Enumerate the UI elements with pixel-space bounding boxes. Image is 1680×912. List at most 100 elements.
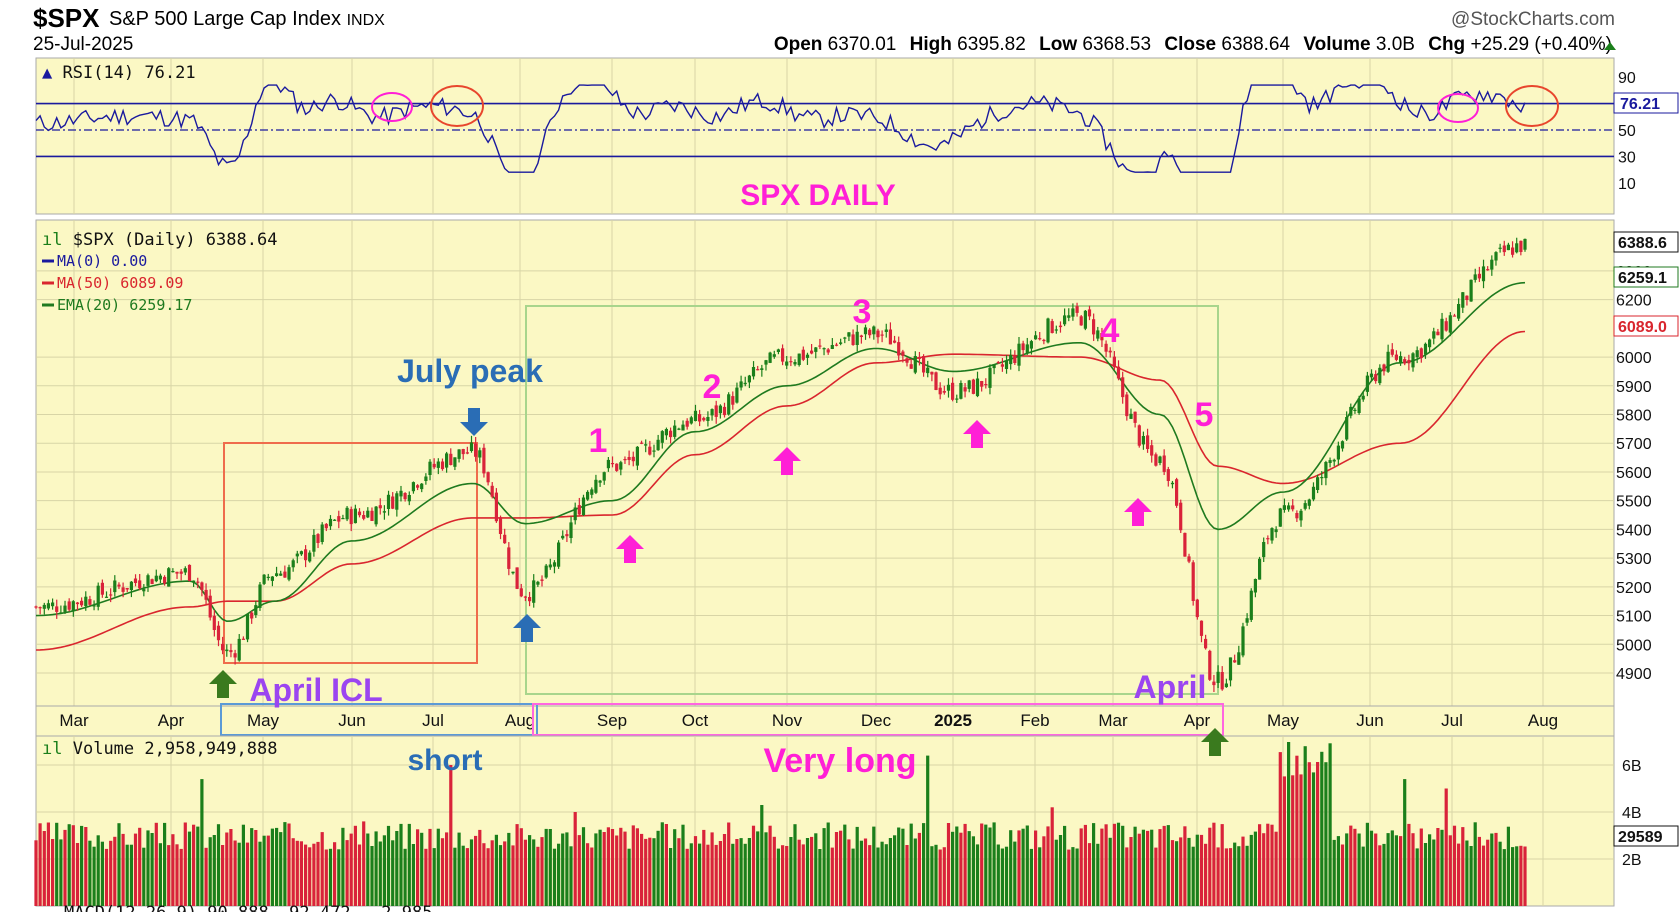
price-candle <box>1477 273 1481 279</box>
volume-bar <box>1511 847 1515 906</box>
price-candle <box>1075 306 1079 313</box>
volume-bar <box>884 844 888 906</box>
price-candle <box>125 588 129 590</box>
price-candle <box>573 507 577 521</box>
volume-bar <box>996 844 1000 906</box>
volume-bar <box>1241 836 1245 906</box>
volume-bar <box>1245 845 1249 906</box>
volume-bar <box>233 840 237 906</box>
volume-bar <box>805 838 810 906</box>
long-period-box <box>532 703 1224 736</box>
pink-arrow-sep-icon <box>616 535 644 563</box>
volume-bar <box>262 835 266 906</box>
volume-bar <box>764 832 768 906</box>
price-candle <box>1258 558 1262 580</box>
volume-bar <box>602 832 606 906</box>
legend-entry: EMA(20) 6259.17 <box>57 296 192 314</box>
volume-label: ıl Volume 2,958,949,888 <box>42 739 277 759</box>
price-candle <box>843 337 847 339</box>
x-axis: Mar Apr May Jun Jul Aug Sep Oct Nov Dec 2025 Feb Mar… <box>35 705 1615 737</box>
rsi-value-tag: 76.21 <box>1613 92 1679 114</box>
price-candle <box>839 342 843 344</box>
price-candle <box>619 462 623 470</box>
price-candle <box>623 459 627 461</box>
x-tick-label: Nov <box>772 711 803 730</box>
price-candle <box>606 459 610 469</box>
volume-bar <box>760 805 764 906</box>
volume-bar <box>963 823 967 906</box>
price-candle <box>229 650 233 653</box>
price-candle <box>167 568 171 587</box>
price-candle <box>855 331 859 345</box>
volume-bar <box>610 829 615 906</box>
symbol: $SPX <box>33 3 100 33</box>
volume-bar <box>1121 825 1125 906</box>
volume-bar <box>420 832 424 906</box>
very-long-label: Very long <box>763 742 916 780</box>
volume-bar <box>266 835 270 906</box>
rsi-tick-label: 90 <box>1618 70 1636 87</box>
price-candle <box>1046 318 1050 343</box>
volume-bar <box>1071 847 1075 906</box>
volume-bar <box>851 848 855 906</box>
price-candle <box>1374 374 1378 382</box>
price-candle <box>1116 366 1121 379</box>
price-candle <box>445 453 449 468</box>
price-candle <box>610 463 615 465</box>
volume-bar <box>457 832 461 906</box>
volume-bar <box>1403 779 1407 906</box>
price-candle <box>1166 469 1170 481</box>
volume-bar <box>229 829 233 906</box>
price-candle <box>1108 350 1112 353</box>
price-candle <box>706 417 710 421</box>
volume-bar <box>511 845 515 906</box>
april-label: April <box>1134 669 1207 705</box>
price-candle <box>868 329 872 336</box>
price-candle <box>1175 479 1179 506</box>
price-candle <box>121 587 125 592</box>
price-candle <box>237 638 241 661</box>
price-candle <box>863 327 868 335</box>
price-candle <box>735 387 739 403</box>
price-candle <box>1502 245 1506 253</box>
price-candle <box>1092 319 1096 335</box>
volume-bar <box>810 836 814 906</box>
volume-bar <box>743 843 747 906</box>
price-candle <box>743 382 747 385</box>
price-candle <box>785 361 789 366</box>
price-candle <box>457 449 461 459</box>
volume-bar <box>1444 788 1448 906</box>
volume-bar <box>718 841 722 906</box>
price-candle <box>984 384 988 386</box>
volume-bar <box>1328 743 1332 906</box>
volume-tick-label: 4B <box>1622 805 1642 822</box>
volume-bar <box>951 831 955 906</box>
price-candle <box>1278 508 1282 527</box>
april-july-box <box>223 442 478 664</box>
volume-bar <box>1407 823 1411 906</box>
volume-bar <box>1054 839 1058 906</box>
price-candle <box>751 367 756 377</box>
volume-bar <box>432 848 436 906</box>
price-candle <box>1386 351 1390 372</box>
volume-bar <box>1146 830 1150 906</box>
volume-bar <box>1419 828 1423 906</box>
price-candle <box>374 506 378 525</box>
price-candle <box>648 446 652 455</box>
price-candle <box>192 580 196 583</box>
ema-tag: 6259.1 <box>1613 266 1679 288</box>
price-candle <box>1042 339 1046 342</box>
volume-bar <box>627 848 631 906</box>
x-tick-label: Mar <box>1098 711 1128 730</box>
price-candle <box>901 351 905 356</box>
volume-bar <box>187 831 192 906</box>
price-candle <box>847 332 851 337</box>
price-candle <box>391 496 395 509</box>
price-candle <box>320 524 324 542</box>
price-candle <box>150 579 154 584</box>
price-candle <box>1320 477 1324 479</box>
volume-bar <box>1187 837 1191 906</box>
price-candle <box>1262 542 1266 558</box>
wave-2-label: 2 <box>703 368 722 406</box>
volume-bar <box>482 843 486 906</box>
